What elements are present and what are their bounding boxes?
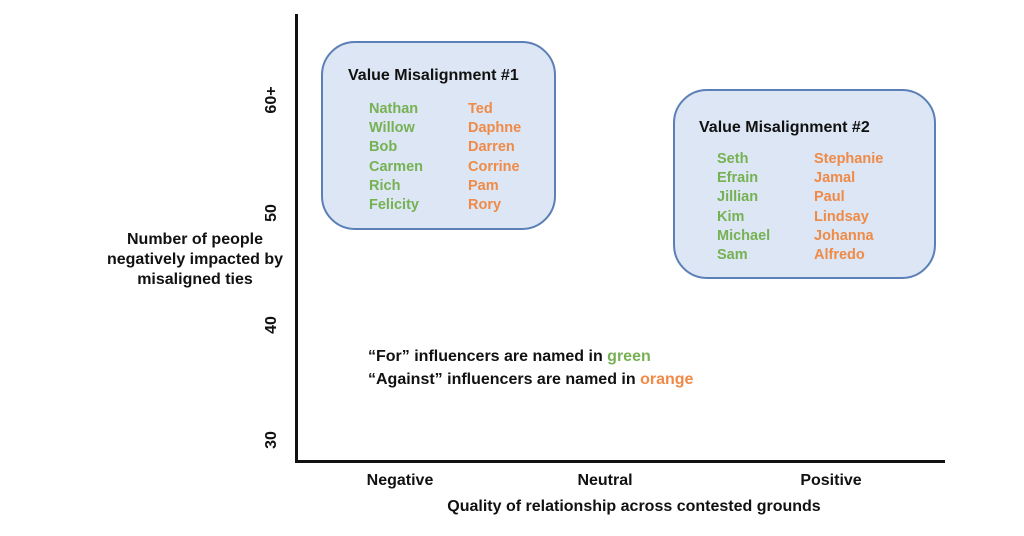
for-influencer-name: Jillian bbox=[717, 189, 759, 206]
group-box-2: Value Misalignment #2 Seth Efrain Jillian K… bbox=[673, 89, 936, 279]
for-influencer-name: Sam bbox=[717, 247, 748, 264]
x-tick: Negative bbox=[366, 472, 434, 489]
against-influencer-name: Stephanie bbox=[814, 151, 884, 167]
group-title: Value Misalignment #2 bbox=[699, 119, 870, 136]
y-tick: 60+ bbox=[263, 86, 280, 114]
against-influencer-name: Lindsay bbox=[814, 208, 869, 225]
legend-for: “For” influencers are named in green bbox=[368, 348, 651, 366]
against-influencer-name: Jamal bbox=[814, 170, 856, 187]
for-influencer-name: Seth bbox=[717, 151, 749, 167]
y-label-line: misaligned ties bbox=[137, 271, 253, 288]
against-list: Ted Daphne Darren Corrine Pam Rory bbox=[468, 100, 521, 215]
legend-color-word: orange bbox=[640, 371, 694, 388]
for-influencer-name: Kim bbox=[717, 208, 745, 225]
against-influencer-name: Johanna bbox=[814, 227, 874, 244]
y-axis-line bbox=[295, 14, 298, 463]
group-box-1: Value Misalignment #1 Nathan Willow Bob Car… bbox=[321, 41, 556, 230]
x-tick: Neutral bbox=[577, 472, 633, 489]
against-influencer-name: Ted bbox=[468, 101, 493, 117]
for-influencer-name: Willow bbox=[369, 120, 415, 137]
x-axis-label: Quality of relationship across contested… bbox=[447, 498, 821, 515]
y-tick: 50 bbox=[263, 204, 280, 222]
against-influencer-name: Alfredo bbox=[814, 247, 865, 264]
y-tick: 40 bbox=[263, 316, 280, 334]
y-axis-label: Number of people negatively impacted by … bbox=[100, 230, 290, 290]
against-list: Stephanie Jamal Paul Lindsay Johanna Alfredo bbox=[814, 150, 883, 265]
against-influencer-name: Pam bbox=[468, 177, 499, 194]
against-influencer-name: Daphne bbox=[468, 120, 522, 137]
legend-color-word: green bbox=[607, 348, 651, 365]
group-title: Value Misalignment #1 bbox=[348, 67, 519, 84]
y-label-line: negatively impacted by bbox=[106, 251, 284, 268]
for-influencer-name: Rich bbox=[369, 177, 401, 194]
x-tick: Positive bbox=[800, 472, 862, 489]
against-influencer-name: Paul bbox=[814, 189, 845, 206]
for-influencer-name: Carmen bbox=[369, 158, 423, 175]
legend-text: “For” influencers are named in bbox=[368, 348, 608, 365]
y-tick: 30 bbox=[263, 431, 280, 449]
legend-against: “Against” influencers are named in orang… bbox=[368, 371, 693, 389]
x-axis-line bbox=[295, 460, 945, 463]
for-influencer-name: Felicity bbox=[369, 197, 419, 214]
against-influencer-name: Corrine bbox=[468, 158, 520, 175]
for-influencer-name: Bob bbox=[369, 139, 398, 156]
for-list: Seth Efrain Jillian Kim Michael Sam bbox=[717, 150, 770, 265]
legend-text: “Against” influencers are named in bbox=[368, 371, 641, 388]
for-influencer-name: Michael bbox=[717, 227, 771, 244]
against-influencer-name: Darren bbox=[468, 139, 515, 156]
for-list: Nathan Willow Bob Carmen Rich Felicity bbox=[369, 100, 423, 215]
against-influencer-name: Rory bbox=[468, 197, 502, 214]
y-label-line: Number of people bbox=[126, 231, 263, 248]
for-influencer-name: Efrain bbox=[717, 170, 759, 187]
for-influencer-name: Nathan bbox=[369, 101, 419, 117]
